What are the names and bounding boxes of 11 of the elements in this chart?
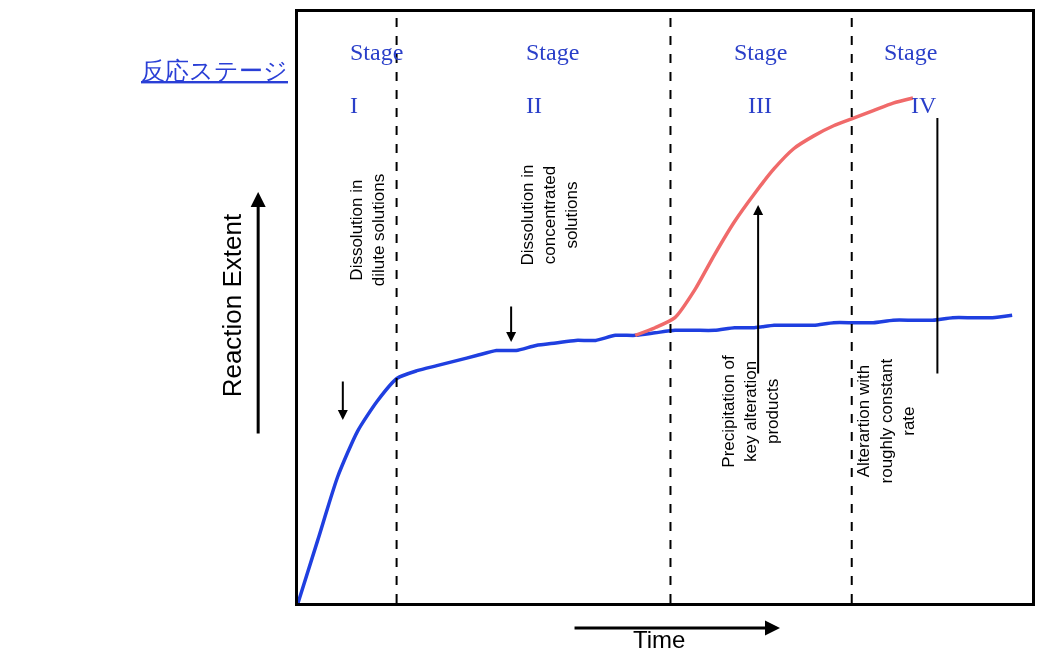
x-axis-title: Time [633, 626, 686, 653]
annotation: Stage I [350, 39, 404, 118]
annotation: Dissolution in concentrated solutions [517, 164, 581, 266]
y-axis-title: Reaction Extent [217, 213, 248, 398]
chart-title: 反応ステージ [141, 57, 288, 85]
annotation: Alterartion with roughly constant rate [854, 358, 918, 484]
annotation: Dissolution in dilute solutions [347, 173, 389, 287]
annotation: Precipitation of key alteration products [718, 354, 782, 468]
annotation: Stage III [734, 39, 788, 118]
annotation: Stage II [526, 39, 580, 118]
annotation: Stage IV [884, 39, 938, 118]
